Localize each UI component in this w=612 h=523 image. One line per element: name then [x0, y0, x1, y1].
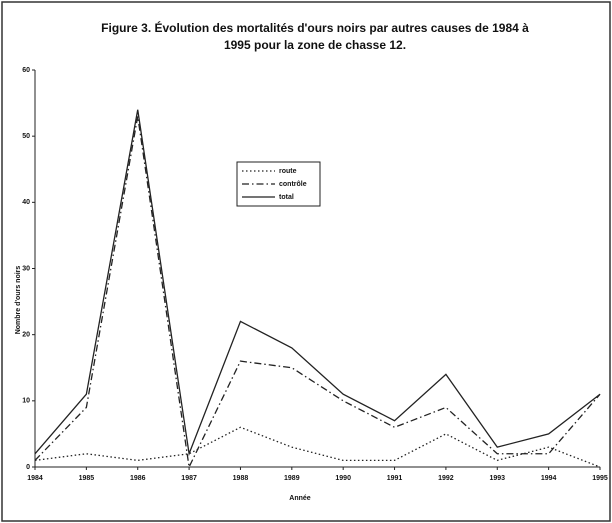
x-tick-label: 1991 — [387, 475, 403, 482]
x-tick-label: 1994 — [541, 475, 557, 482]
x-tick-label: 1988 — [233, 475, 249, 482]
y-tick-label: 40 — [22, 199, 30, 206]
y-tick-label: 60 — [22, 67, 30, 74]
x-tick-label: 1984 — [27, 475, 43, 482]
series-line — [34, 426, 601, 468]
chart-title: Figure 3. Évolution des mortalités d'our… — [101, 21, 529, 52]
x-axis-label: Année — [289, 495, 311, 502]
y-tick-label: 0 — [26, 464, 30, 471]
legend-label: contrôle — [279, 181, 307, 188]
x-tick-label: 1989 — [284, 475, 300, 482]
legend-label: route — [279, 168, 297, 175]
y-axis-label: Nombre d'ours noirs — [15, 266, 22, 335]
y-tick-label: 10 — [22, 398, 30, 405]
series-line — [34, 116, 601, 470]
x-tick-label: 1987 — [181, 475, 197, 482]
x-tick-label: 1986 — [130, 475, 146, 482]
legend-label: total — [279, 194, 294, 201]
series-line — [34, 109, 601, 457]
y-tick-label: 30 — [22, 265, 30, 272]
x-tick-label: 1993 — [489, 475, 505, 482]
y-tick-label: 20 — [22, 332, 30, 339]
x-tick-label: 1995 — [592, 475, 608, 482]
x-tick-label: 1990 — [335, 475, 351, 482]
y-tick-label: 50 — [22, 133, 30, 140]
x-tick-label: 1985 — [79, 475, 95, 482]
x-tick-label: 1992 — [438, 475, 454, 482]
legend-box — [236, 161, 321, 207]
